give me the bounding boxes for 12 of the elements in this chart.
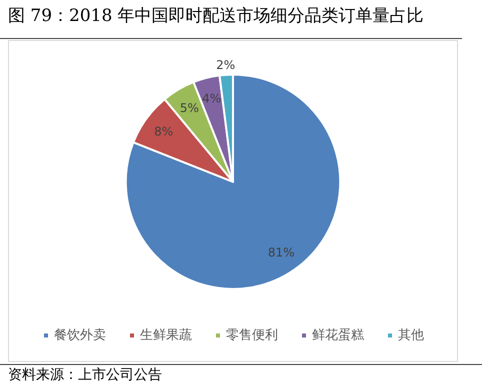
legend-label: 餐饮外卖 <box>54 328 106 343</box>
data-label: 2% <box>216 58 236 72</box>
legend-label: 鲜花蛋糕 <box>312 328 364 343</box>
legend-label: 零售便利 <box>226 328 278 343</box>
text: 资料来源：上市公司公告 <box>8 366 162 384</box>
legend-label: 生鲜果蔬 <box>140 328 192 343</box>
legend-label: 其他 <box>398 328 424 343</box>
data-label: 5% <box>180 100 199 115</box>
data-label: 81% <box>268 246 295 260</box>
data-label: 4% <box>202 92 222 106</box>
data-label: 8% <box>154 124 174 138</box>
chart-title: 图 79：2018 年中国即时配送市场细分品类订单量占比 <box>8 5 424 27</box>
